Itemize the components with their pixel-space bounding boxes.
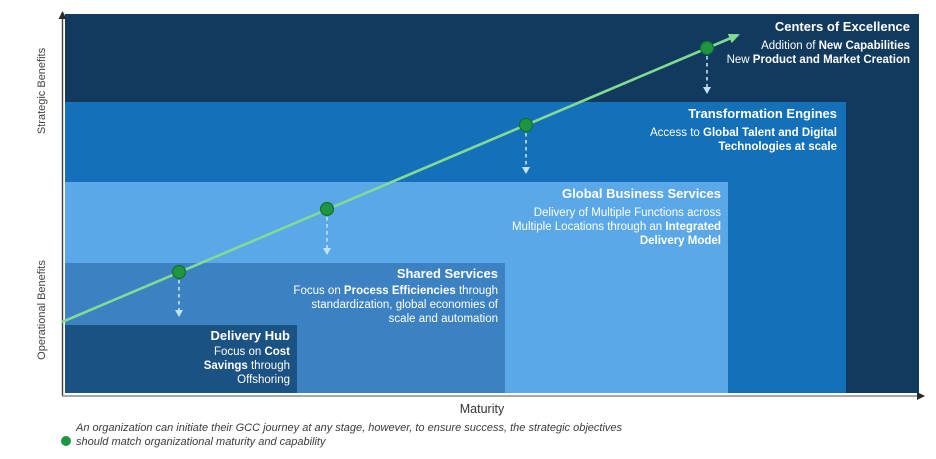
stage-description: Delivery of Multiple Functions across Mul… xyxy=(511,207,721,247)
y-axis-label-strategic-benefits: Strategic Benefits xyxy=(36,47,48,135)
stage-text-delivery-hub: Delivery Hub Focus on Cost Savings throug… xyxy=(204,328,290,387)
stage-box-delivery-hub: Delivery Hub Focus on Cost Savings throug… xyxy=(65,325,297,393)
stage-title: Delivery Hub xyxy=(210,328,290,343)
stage-title: Transformation Engines xyxy=(688,106,837,121)
stage-text-centers-of-excellence: Centers of Excellence Addition of New Ca… xyxy=(727,19,910,67)
footnote: An organization can initiate their GCC j… xyxy=(76,421,622,449)
footnote-line-2: should match organizational maturity and… xyxy=(76,436,326,448)
footnote-line-1: An organization can initiate their GCC j… xyxy=(76,422,623,434)
stage-title: Global Business Services xyxy=(562,186,721,201)
stage-description: Focus on Cost Savings through Offshoring xyxy=(203,346,290,386)
stage-title: Centers of Excellence xyxy=(774,19,910,34)
stage-text-global-business-services: Global Business Services Delivery of Mul… xyxy=(512,186,721,248)
stage-title: Shared Services xyxy=(396,266,498,281)
footnote-bullet-dot-icon xyxy=(61,436,71,446)
y-axis-label-operational-benefits: Operational Benefits xyxy=(36,260,48,360)
stage-description: Addition of New Capabilities New Product … xyxy=(726,40,910,66)
stage-text-transformation-engines: Transformation Engines Access to Global … xyxy=(650,106,837,154)
stage-description: Focus on Process Efficiencies through sta… xyxy=(293,285,498,325)
stage-description: Access to Global Talent and Digital Techn… xyxy=(649,127,837,153)
x-axis-label-maturity: Maturity xyxy=(459,402,505,416)
stage-text-shared-services: Shared Services Focus on Process Efficie… xyxy=(293,266,498,326)
